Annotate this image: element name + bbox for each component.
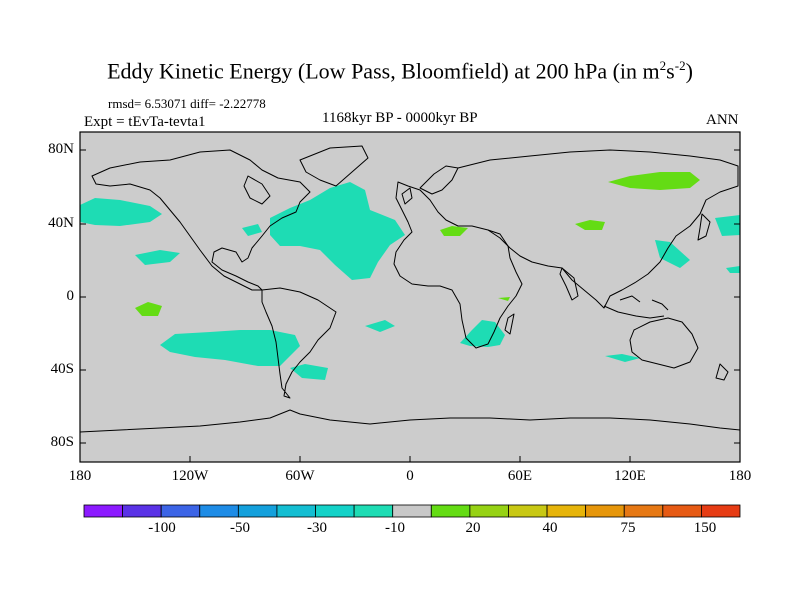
patch-west-pacific xyxy=(715,215,740,236)
colorbar-label-8: 150 xyxy=(693,520,717,536)
title-sup-1: 2 xyxy=(659,58,667,73)
colorbar-label-6: 40 xyxy=(542,520,558,536)
colorbar-box-10 xyxy=(430,504,471,518)
season-label: ANN xyxy=(706,112,739,128)
colorbar-box-17 xyxy=(701,504,741,518)
axis-ticks xyxy=(80,149,740,462)
coast-europe-africa xyxy=(393,181,523,349)
patch-pacific-small xyxy=(135,250,180,265)
patch-east-pacific xyxy=(135,302,162,316)
patch-central-asia xyxy=(575,220,605,230)
title-end: ) xyxy=(685,58,693,84)
colorbar-box-7 xyxy=(315,504,355,518)
colorbar xyxy=(83,504,741,518)
patch-south-atlantic-w xyxy=(290,364,328,380)
lon-label-0: 0 xyxy=(406,468,414,484)
plot-title: Eddy Kinetic Energy (Low Pass, Bloomfiel… xyxy=(0,58,800,84)
colorbar-box-9 xyxy=(392,504,432,518)
coast-new-zealand xyxy=(715,363,729,381)
patch-south-pacific xyxy=(160,330,300,366)
lat-label-0: 0 xyxy=(66,288,75,304)
coast-hudson-bay xyxy=(243,175,271,205)
colorbar-box-13 xyxy=(546,504,587,518)
coast-uk xyxy=(401,187,413,205)
colorbar-box-3 xyxy=(160,504,201,518)
colorbar-box-1 xyxy=(83,504,123,518)
colorbar-box-12 xyxy=(508,504,548,518)
colorbar-box-2 xyxy=(122,504,162,518)
coast-indonesia xyxy=(603,295,669,319)
title-sup-2: -2 xyxy=(674,58,686,73)
colorbar-box-15 xyxy=(623,504,664,518)
lat-label-80n: 80N xyxy=(48,141,74,157)
colorbar-box-16 xyxy=(662,504,702,518)
lon-label-180w: 180 xyxy=(68,468,92,484)
coast-antarctica xyxy=(79,409,741,433)
patch-south-africa xyxy=(460,320,505,347)
positive-anomaly-patches xyxy=(135,172,700,316)
colorbar-label-1: -100 xyxy=(148,520,176,536)
patch-north-pacific xyxy=(80,198,162,226)
coast-japan xyxy=(697,213,711,241)
colorbar-label-5: 20 xyxy=(465,520,481,536)
coast-australia xyxy=(629,317,699,369)
patch-north-atlantic xyxy=(270,182,405,280)
coast-asia xyxy=(457,149,739,309)
patch-mediterranean xyxy=(440,226,468,236)
patch-south-atlantic-c xyxy=(365,320,395,332)
patch-east-asia xyxy=(655,240,690,268)
stats-text: rmsd= 6.53071 diff= -2.22778 xyxy=(108,96,266,111)
coast-greenland xyxy=(299,145,369,187)
coast-south-america xyxy=(261,287,337,399)
colorbar-box-8 xyxy=(353,504,394,518)
patch-siberia xyxy=(608,172,700,190)
colorbar-label-7: 75 xyxy=(620,520,636,536)
patch-canada xyxy=(242,224,262,236)
lon-label-60e: 60E xyxy=(507,468,533,484)
colorbar-box-14 xyxy=(585,504,625,518)
colorbar-box-6 xyxy=(276,504,316,518)
lat-label-80s: 80S xyxy=(50,434,74,450)
title-mid: s xyxy=(666,58,675,84)
title-main: Eddy Kinetic Energy (Low Pass, Bloomfiel… xyxy=(107,58,660,84)
colorbar-box-5 xyxy=(237,504,278,518)
colorbar-label-3: -30 xyxy=(307,520,327,536)
lon-label-180e: 180 xyxy=(728,468,752,484)
patch-indian-ocean xyxy=(605,354,640,362)
period-label: 1168kyr BP - 0000kyr BP xyxy=(322,110,478,126)
coast-madagascar xyxy=(504,313,515,335)
coast-india xyxy=(559,267,579,301)
experiment-label: Expt = tEvTa-tevta1 xyxy=(84,114,206,130)
negative-anomaly-patches xyxy=(80,182,740,380)
lat-label-40n: 40N xyxy=(48,215,74,231)
lon-label-120e: 120E xyxy=(614,468,646,484)
colorbar-box-4 xyxy=(199,504,239,518)
coastlines xyxy=(79,145,741,433)
colorbar-label-4: -10 xyxy=(385,520,405,536)
coast-north-america xyxy=(91,149,311,291)
lon-label-120w: 120W xyxy=(171,468,209,484)
colorbar-box-11 xyxy=(469,504,509,518)
patch-east-africa xyxy=(498,297,510,301)
coast-scandinavia xyxy=(419,165,459,195)
patch-small-pacific xyxy=(726,266,740,273)
colorbar-label-2: -50 xyxy=(230,520,250,536)
lat-label-40s: 40S xyxy=(50,361,74,377)
lon-label-60w: 60W xyxy=(285,468,315,484)
